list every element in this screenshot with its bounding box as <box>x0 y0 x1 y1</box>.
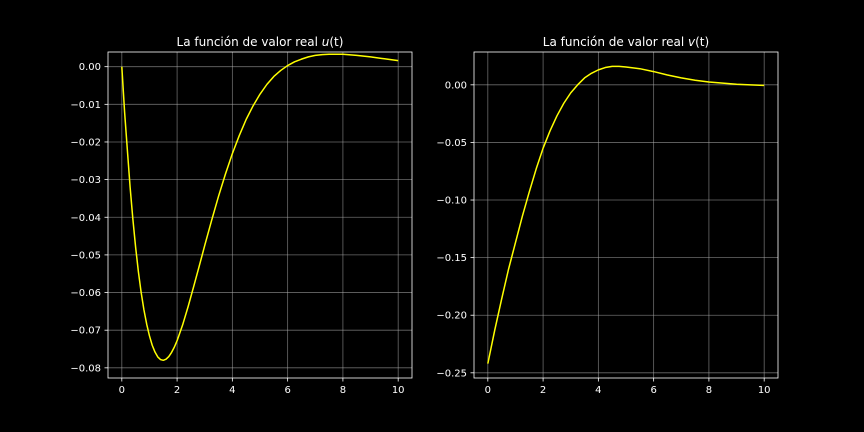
x-tick-label: 8 <box>706 385 712 396</box>
x-tick-label: 4 <box>595 385 601 396</box>
y-tick-label: −0.20 <box>436 311 467 322</box>
y-tick-label: −0.15 <box>436 253 467 264</box>
x-tick-label: 10 <box>758 385 771 396</box>
y-tick-label: −0.02 <box>70 137 101 148</box>
x-tick-label: 2 <box>174 385 180 396</box>
y-tick-label: 0.00 <box>445 80 467 91</box>
y-tick-label: −0.25 <box>436 368 467 379</box>
y-tick-label: −0.04 <box>70 213 101 224</box>
y-tick-label: −0.10 <box>436 196 467 207</box>
plot-frame-u <box>107 51 413 379</box>
x-tick-label: 10 <box>392 385 405 396</box>
x-tick-label: 6 <box>284 385 290 396</box>
x-tick-label: 0 <box>485 385 491 396</box>
y-tick-label: −0.08 <box>70 363 101 374</box>
left-panel-u: La función de valor real u(t) 0 2 4 6 8 10 0.… <box>70 35 413 396</box>
y-tick-label: −0.07 <box>70 326 101 337</box>
series-line <box>487 65 765 364</box>
x-tick-label: 6 <box>650 385 656 396</box>
y-tick-label: −0.03 <box>70 175 101 186</box>
x-tick-label: 2 <box>540 385 546 396</box>
series-line <box>121 53 399 362</box>
y-tick-label: −0.05 <box>436 138 467 149</box>
y-tick-label: −0.01 <box>70 100 101 111</box>
y-tick-label: 0.00 <box>79 62 101 73</box>
y-tick-label: −0.05 <box>70 250 101 261</box>
x-tick-label: 8 <box>340 385 346 396</box>
chart-title-v: La función de valor real v(t) <box>543 35 709 49</box>
x-tick-label: 0 <box>119 385 125 396</box>
x-tick-label: 4 <box>229 385 235 396</box>
chart-title-u: La función de valor real u(t) <box>177 35 344 49</box>
y-tick-label: −0.06 <box>70 288 101 299</box>
right-panel-v: La función de valor real v(t) 0 2 4 6 8 10 0.… <box>436 35 779 396</box>
plot-frame-v <box>473 51 779 379</box>
